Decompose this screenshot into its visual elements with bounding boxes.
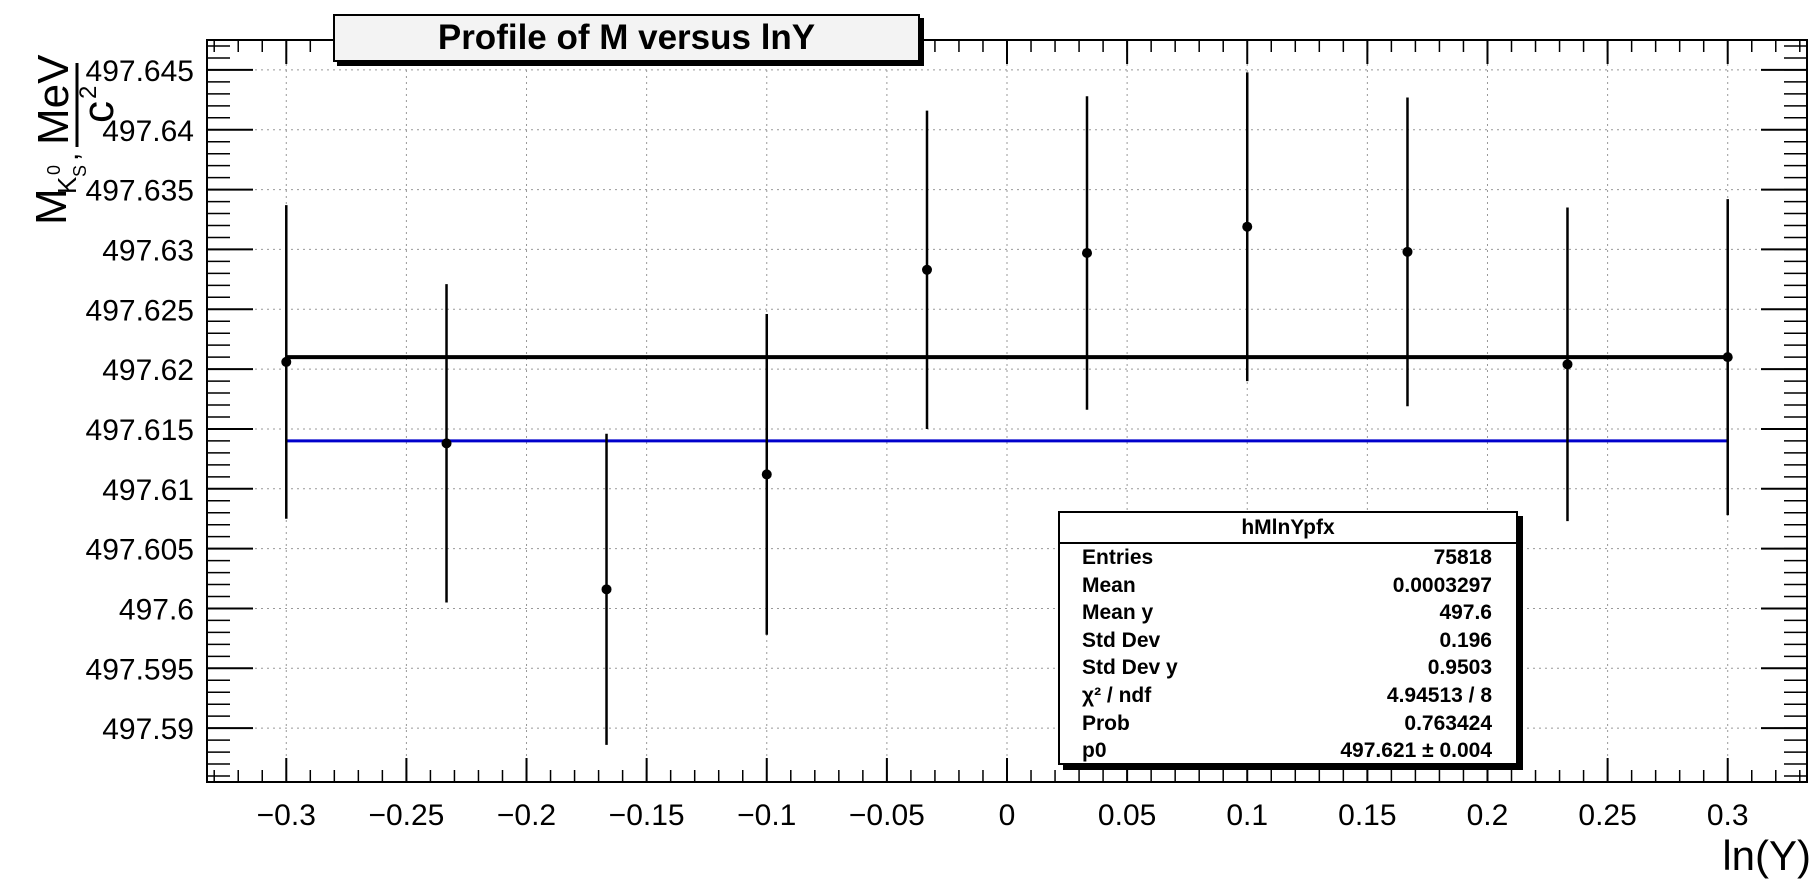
y-tick-label: 497.635	[86, 175, 194, 208]
stats-box: hMlnYpfx Entries 75818 Mean 0.0003297 Mean y…	[1058, 511, 1518, 765]
y-tick-label: 497.625	[86, 294, 194, 327]
y-tick-label: 497.605	[86, 534, 194, 567]
y-axis-label: M K S 0 , MeV c 2	[27, 54, 123, 225]
stats-value: 0.763424	[1404, 711, 1492, 735]
stats-value: 4.94513 / 8	[1386, 684, 1492, 707]
y-tick-label: 497.645	[86, 55, 194, 88]
y-tick-label: 497.6	[119, 593, 194, 626]
stats-row: Mean y 497.6	[1082, 599, 1492, 626]
x-tick-label: −0.25	[368, 799, 444, 832]
data-point	[281, 356, 292, 367]
stats-value: 497.621 ± 0.004	[1340, 739, 1492, 763]
stats-row: Mean 0.0003297	[1082, 572, 1492, 599]
stats-label: Prob	[1082, 711, 1130, 735]
y-tick-label: 497.595	[86, 653, 194, 686]
x-tick-label: 0.25	[1578, 799, 1636, 832]
y-tick-label: 497.62	[102, 354, 194, 387]
stats-label: Std Dev y	[1082, 656, 1178, 680]
y-axis-label-sub: K	[52, 176, 82, 194]
stats-label: χ² / ndf	[1082, 684, 1152, 707]
stats-label: Mean	[1082, 573, 1136, 597]
y-tick-label: 497.61	[102, 474, 194, 507]
data-point	[1082, 248, 1092, 259]
stats-row: Std Dev 0.196	[1082, 627, 1492, 654]
data-point	[1242, 221, 1253, 232]
data-point	[1562, 359, 1573, 370]
data-points	[281, 72, 1733, 745]
y-tick-label: 497.63	[102, 234, 194, 267]
x-tick-label: 0.15	[1338, 799, 1396, 832]
y-axis-label-comma: ,	[52, 153, 85, 161]
stats-label: Entries	[1082, 546, 1154, 569]
stats-value: 75818	[1433, 546, 1492, 569]
stats-value: 0.196	[1439, 628, 1492, 652]
data-point	[1722, 352, 1733, 363]
fit-lines	[286, 355, 1728, 443]
stats-label: p0	[1082, 739, 1107, 763]
stats-label: Mean y	[1082, 601, 1154, 625]
data-point	[441, 438, 452, 449]
stats-row: Prob 0.763424	[1082, 710, 1492, 737]
y-axis-label-subsub: S	[70, 165, 90, 177]
data-point	[1402, 246, 1413, 257]
y-axis-label-unit-den: c	[74, 101, 123, 123]
x-tick-label: −0.1	[737, 799, 796, 832]
x-axis-label: ln(Y)	[1722, 832, 1811, 879]
x-tick-label: −0.3	[257, 799, 316, 832]
stats-row: Std Dev y 0.9503	[1082, 654, 1492, 681]
y-axis-label-text: M	[27, 188, 76, 225]
x-tick-label: 0.1	[1226, 799, 1268, 832]
stats-row: χ² / ndf 4.94513 / 8	[1082, 682, 1492, 709]
stats-value: 0.0003297	[1392, 573, 1492, 597]
x-tick-label: −0.15	[609, 799, 685, 832]
x-tick-label: 0	[999, 799, 1016, 832]
data-point	[761, 469, 772, 480]
x-tick-label: 0.05	[1098, 799, 1156, 832]
y-axis-label-sup: 0	[44, 165, 64, 175]
y-axis-label-unit-den-sup: 2	[75, 86, 102, 99]
y-tick-label: 497.615	[86, 414, 194, 447]
tick-labels: −0.3 −0.25 −0.2 −0.15 −0.1 −0.05 0 0.05 0.1 0.15 0…	[86, 55, 1749, 832]
stats-row: p0 497.621 ± 0.004	[1082, 737, 1492, 764]
y-axis-label-unit-num: MeV	[29, 54, 78, 145]
data-point	[601, 584, 612, 595]
stats-row: Entries 75818	[1082, 544, 1492, 571]
stats-box-title: hMlnYpfx	[1060, 513, 1516, 544]
data-point	[922, 264, 932, 275]
x-tick-label: 0.3	[1707, 799, 1749, 832]
y-tick-label: 497.59	[102, 713, 194, 746]
chart-title: Profile of M versus lnY	[333, 14, 920, 62]
grid-lines	[207, 40, 1807, 782]
x-tick-label: −0.2	[497, 799, 556, 832]
stats-value: 0.9503	[1427, 656, 1492, 680]
x-tick-label: 0.2	[1467, 799, 1509, 832]
stats-label: Std Dev	[1082, 628, 1161, 652]
stats-value: 497.6	[1439, 601, 1492, 625]
x-tick-label: −0.05	[849, 799, 925, 832]
y-tick-label: 497.64	[102, 115, 194, 148]
